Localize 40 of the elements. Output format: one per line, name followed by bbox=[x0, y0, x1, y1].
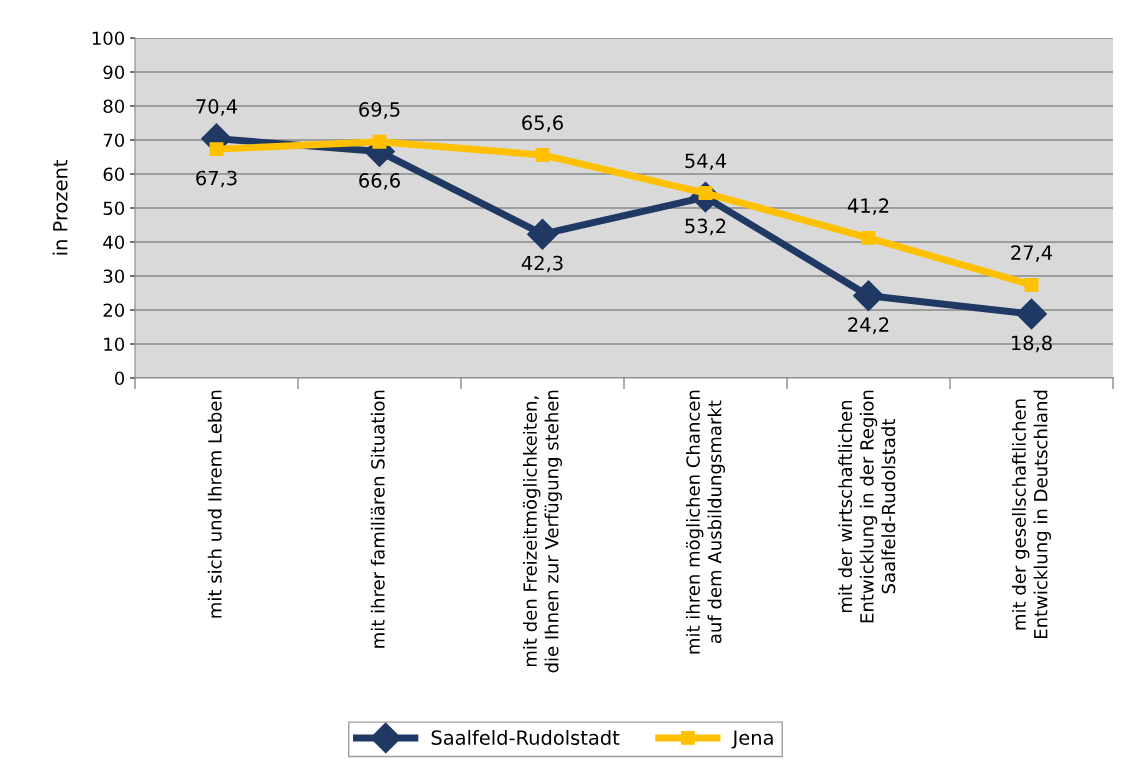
point bbox=[861, 230, 876, 245]
y-tick-label: 90 bbox=[103, 65, 125, 80]
data-label: 53,2 bbox=[685, 218, 726, 236]
data-label: 54,4 bbox=[685, 153, 727, 171]
point bbox=[1016, 298, 1047, 330]
data-label: 42,3 bbox=[521, 255, 563, 273]
data-label: 41,2 bbox=[847, 198, 889, 215]
y-tick-label: 40 bbox=[103, 235, 125, 250]
x-tick-label: mit den Freizeitmöglichkeiten, die Ihnen zur Verfügung stehen bbox=[522, 390, 563, 673]
x-tick-label: mit der wirtschaftlichen Entwicklung in der Region Saalfeld-Rudolstadt bbox=[838, 390, 896, 623]
y-tick-label: 60 bbox=[103, 167, 125, 182]
y-tick-label: 100 bbox=[92, 31, 125, 46]
x-tick-label: mit der gesellschaftlichen Entwicklung in Deutschland bbox=[1011, 390, 1052, 639]
point bbox=[527, 218, 558, 250]
x-tick-label: mit ihrer familiären Situation bbox=[370, 390, 385, 648]
data-label: 27,4 bbox=[1011, 245, 1053, 262]
y-tick-label: 70 bbox=[103, 133, 125, 148]
data-label: 18,8 bbox=[1011, 335, 1052, 353]
y-axis-title: in Prozent bbox=[52, 160, 68, 255]
data-label: 24,2 bbox=[848, 317, 889, 334]
y-tick-label: 30 bbox=[103, 269, 125, 284]
legend-label: Jena bbox=[731, 730, 773, 749]
point bbox=[853, 280, 884, 312]
x-tick-label: mit ihren möglichen Chancen auf dem Ausbildungsmarkt bbox=[685, 390, 726, 654]
y-tick-label: 80 bbox=[103, 99, 125, 114]
data-label: 67,3 bbox=[196, 170, 237, 188]
data-label: 69,5 bbox=[359, 102, 400, 119]
legend-label: Saalfeld-Rudolstadt bbox=[431, 729, 620, 745]
point bbox=[209, 142, 224, 157]
y-tick-label: 50 bbox=[103, 201, 125, 216]
data-label: 70,4 bbox=[196, 99, 238, 116]
y-tick-label: 20 bbox=[103, 303, 125, 318]
data-label: 65,6 bbox=[522, 115, 563, 133]
x-tick-label: mit sich und Ihrem Leben bbox=[207, 390, 222, 618]
data-label: 66,6 bbox=[359, 173, 400, 190]
y-tick-label: 10 bbox=[104, 337, 125, 352]
y-tick-label: 0 bbox=[114, 371, 125, 386]
point bbox=[1024, 277, 1039, 292]
point bbox=[535, 148, 550, 162]
point bbox=[372, 134, 387, 149]
